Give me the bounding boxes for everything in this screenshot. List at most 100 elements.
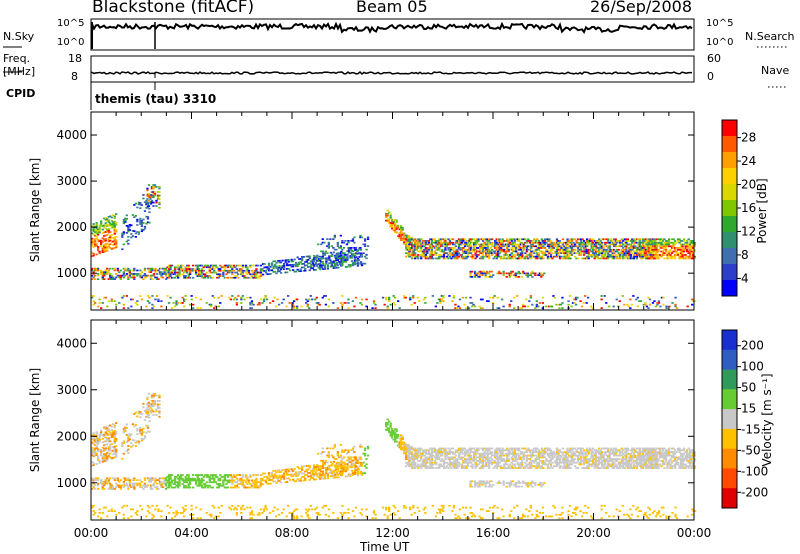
power-cell [163, 269, 166, 272]
power-cell [590, 241, 593, 244]
power-cell [122, 222, 125, 225]
velocity-cell [359, 445, 362, 448]
power-cell [160, 267, 163, 270]
velocity-cell [429, 467, 432, 469]
power-cell [302, 266, 305, 269]
power-cell [214, 271, 217, 274]
power-cell [484, 272, 487, 275]
power-cell [612, 305, 615, 308]
velocity-cell [222, 481, 225, 484]
power-cell [469, 245, 473, 248]
power-cell [661, 250, 665, 253]
power-cell [365, 305, 368, 308]
velocity-cell [391, 433, 394, 435]
velocity-cell [100, 482, 103, 485]
power-cell [149, 202, 153, 205]
power-cell [304, 269, 307, 272]
power-cell [690, 240, 693, 242]
power-cell [533, 241, 536, 244]
velocity-cell [195, 481, 198, 484]
power-cell [310, 267, 313, 270]
power-cell [336, 307, 339, 309]
power-cell [258, 275, 261, 277]
velocity-cell [363, 465, 367, 467]
power-cell [420, 247, 423, 249]
power-cell [332, 302, 335, 304]
power-cell [645, 305, 649, 308]
velocity-cell [241, 483, 244, 485]
velocity-cell [103, 460, 106, 463]
power-cell [495, 247, 498, 249]
power-cell [391, 218, 394, 221]
power-cell [617, 248, 620, 251]
power-cell [654, 245, 657, 248]
velocity-cell [121, 445, 124, 448]
power-cell [451, 243, 455, 246]
power-cell [579, 250, 583, 253]
velocity-cell [445, 452, 449, 455]
power-cell [247, 276, 251, 279]
velocity-cell [343, 470, 346, 473]
velocity-cell [95, 441, 98, 444]
power-cell [522, 238, 525, 241]
power-cell [211, 295, 214, 297]
power-cell [578, 243, 581, 246]
power-cell [101, 232, 104, 234]
power-cell [232, 269, 235, 272]
velocity-cell [160, 486, 163, 488]
velocity-cell [313, 464, 316, 467]
power-cell [551, 245, 554, 248]
power-cell [519, 241, 522, 244]
power-cell [593, 243, 596, 246]
velocity-cell [323, 463, 326, 466]
power-cell [127, 228, 130, 231]
power-cell [219, 268, 222, 270]
power-cell [581, 241, 584, 244]
velocity-cell [404, 449, 407, 451]
velocity-cell [313, 466, 316, 468]
power-cell [94, 267, 97, 270]
power-cell [492, 274, 495, 276]
power-cell [317, 303, 320, 306]
power-cell [454, 241, 458, 244]
velocity-cell [336, 452, 339, 455]
velocity-cell [340, 463, 343, 466]
velocity-cell [205, 474, 208, 476]
power-cell [136, 300, 139, 302]
power-cell [664, 240, 668, 242]
power-cell [649, 240, 653, 242]
power-cell [643, 247, 646, 249]
velocity-cell [104, 449, 107, 451]
power-cell [454, 252, 458, 254]
power-cell [92, 225, 95, 227]
velocity-cell [91, 452, 94, 455]
velocity-cell [330, 472, 333, 475]
velocity-cell [417, 467, 420, 469]
power-cell [408, 254, 411, 256]
power-cell [651, 248, 654, 251]
power-cell [530, 243, 533, 246]
power-cell [386, 214, 389, 217]
velocity-cell [240, 479, 243, 482]
velocity-cell [101, 457, 104, 460]
power-cell [585, 302, 588, 304]
velocity-cell [418, 465, 421, 468]
velocity-cell [158, 480, 162, 483]
power-cell [329, 265, 332, 268]
velocity-cell [353, 467, 357, 470]
velocity-cell [161, 477, 165, 480]
power-cell [411, 254, 414, 256]
velocity-cell [101, 450, 104, 452]
velocity-cell [326, 477, 329, 480]
power-cell [644, 257, 648, 260]
velocity-cell [362, 472, 365, 475]
power-cell [480, 245, 483, 248]
power-cell [686, 250, 689, 253]
power-cell [445, 255, 449, 258]
power-cell [110, 276, 113, 279]
velocity-cell [336, 451, 339, 453]
power-cell [530, 250, 533, 253]
velocity-cell [112, 435, 115, 438]
power-cell [587, 252, 590, 254]
power-cell [308, 265, 311, 268]
